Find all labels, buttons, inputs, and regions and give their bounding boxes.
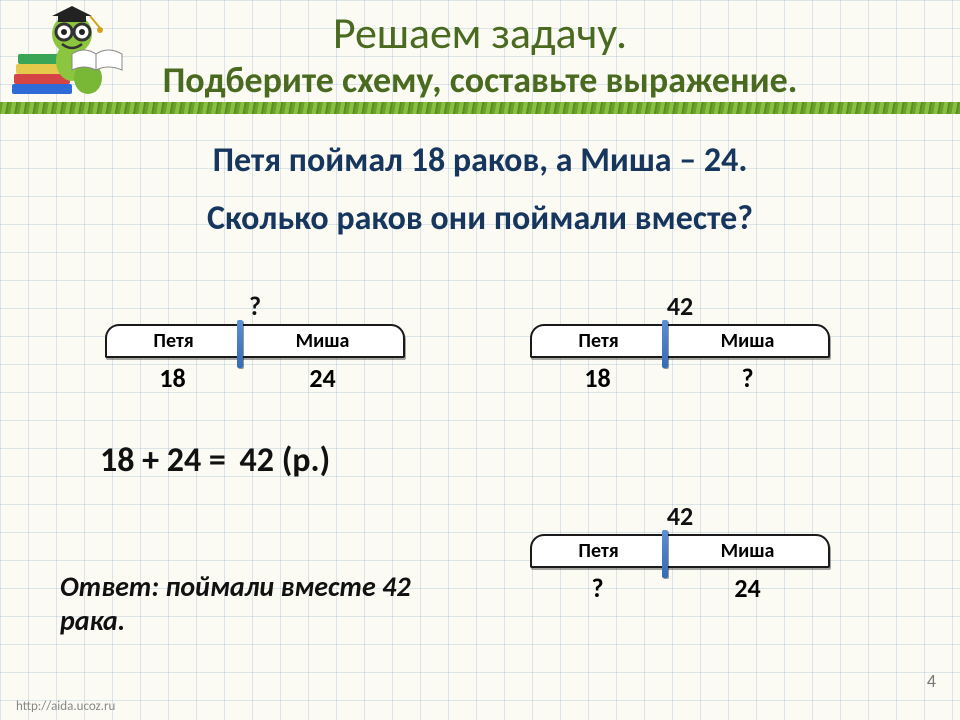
problem-text-line-1: Петя поймал 18 раков, а Миша – 24.	[0, 140, 960, 181]
bar-segment-misha: Миша	[665, 324, 830, 358]
equation: 18 + 24 = 42 (р.)	[100, 440, 330, 481]
bar-divider-tick	[237, 320, 243, 368]
diagram-right-value: 24	[240, 362, 405, 394]
equation-lhs: 18 + 24 =	[100, 440, 226, 481]
diagram-bottom-labels: ? 24	[530, 572, 830, 604]
diagram-total-label: 42	[530, 500, 830, 532]
problem-text-line-2: Сколько раков они поймали вместе?	[0, 198, 960, 239]
page-number: 4	[927, 670, 936, 692]
bar-divider-tick	[662, 320, 668, 368]
diagram-total-label: ?	[105, 290, 405, 322]
diagram-total-label: 42	[530, 290, 830, 322]
bar-segment-petya: Петя	[530, 534, 665, 568]
bar-segment-misha: Миша	[665, 534, 830, 568]
scheme-diagram-3: 42 Петя Миша ? 24	[530, 500, 830, 604]
scheme-diagram-2: 42 Петя Миша 18 ?	[530, 290, 830, 394]
bar-segment-petya: Петя	[105, 324, 240, 358]
grass-divider	[0, 102, 960, 114]
bar-segment-misha: Миша	[240, 324, 405, 358]
bar-divider-tick	[662, 530, 668, 578]
diagram-right-value: 24	[665, 572, 830, 604]
title-line-1: Решаем задачу.	[0, 10, 960, 56]
answer-text: Ответ: поймали вместе 42 рака.	[60, 570, 480, 637]
diagram-bottom-labels: 18 ?	[530, 362, 830, 394]
bar-segment-petya: Петя	[530, 324, 665, 358]
diagram-left-value: ?	[530, 572, 665, 604]
diagram-bar: Петя Миша	[530, 324, 830, 358]
diagram-right-value: ?	[665, 362, 830, 394]
diagram-bottom-labels: 18 24	[105, 362, 405, 394]
title-line-2: Подберите схему, составьте выражение.	[0, 58, 960, 102]
scheme-diagram-1: ? Петя Миша 18 24	[105, 290, 405, 394]
diagram-left-value: 18	[105, 362, 240, 394]
diagram-left-value: 18	[530, 362, 665, 394]
equation-rhs: 42 (р.)	[240, 440, 331, 481]
slide-title: Решаем задачу. Подберите схему, составьт…	[0, 10, 960, 102]
diagram-bar: Петя Миша	[530, 534, 830, 568]
diagram-bar: Петя Миша	[105, 324, 405, 358]
credit-url: http://aida.ucoz.ru	[16, 699, 115, 714]
